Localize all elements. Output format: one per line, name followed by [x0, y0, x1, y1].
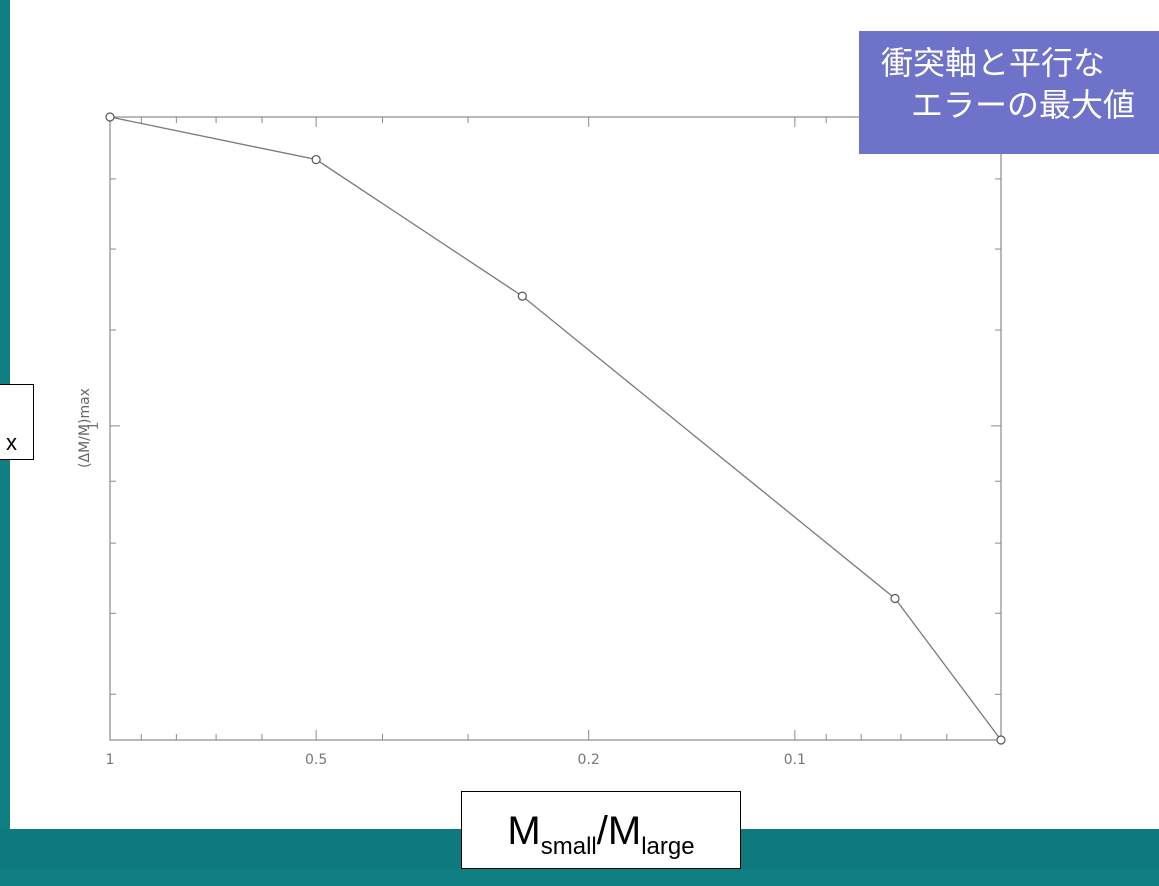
x-label-base-1: M — [507, 809, 541, 853]
y-axis-title: (ΔM/M)max — [77, 388, 93, 468]
slide-title-line-1: 衝突軸と平行な — [881, 44, 1106, 82]
x-label-sub-2: large — [641, 833, 695, 860]
data-point — [890, 593, 900, 604]
data-point — [105, 112, 115, 122]
plot-frame — [109, 116, 1002, 741]
axis-tick-labels: 1 0.5 0.2 0.1 1 — [86, 421, 806, 768]
axis-ticks — [109, 117, 1002, 740]
x-label-separator: / — [596, 809, 608, 853]
x-tick-label: 1 — [106, 752, 115, 768]
series-line — [109, 116, 1002, 741]
x-label-sub-1: small — [540, 833, 597, 860]
x-label-overlay: Msmall/Mlarge — [461, 791, 741, 869]
x-tick-label: 0.1 — [784, 752, 806, 768]
data-point — [996, 735, 1006, 745]
slide-title-line-2: エラーの最大値 — [911, 86, 1136, 124]
data-point — [311, 154, 321, 165]
series-group — [105, 112, 1006, 745]
x-tick-label: 0.5 — [305, 752, 327, 768]
y-tick-label: 1 — [86, 421, 102, 430]
x-tick-label: 0.2 — [578, 752, 600, 768]
data-point — [517, 291, 527, 301]
slide-title-box: 衝突軸と平行な エラーの最大値 — [859, 31, 1159, 154]
y-label-overlay-text: x — [6, 430, 17, 455]
x-label-base-2: M — [607, 809, 642, 853]
y-label-overlay: x — [0, 384, 34, 460]
